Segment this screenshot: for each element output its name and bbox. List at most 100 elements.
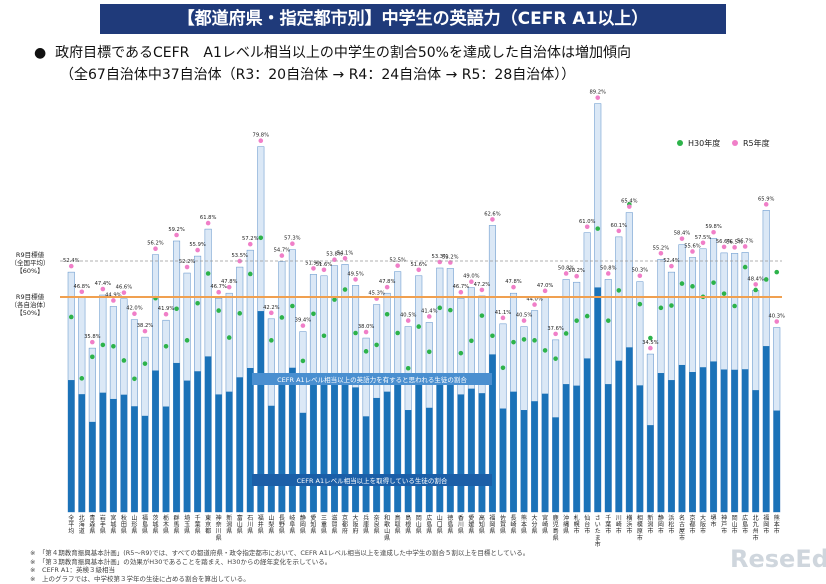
category-label: 愛知県 bbox=[310, 514, 316, 535]
bar-acquired bbox=[626, 347, 633, 512]
value-label: 65.9% bbox=[758, 196, 775, 202]
bar-acquired bbox=[531, 401, 538, 512]
value-label: 44.9% bbox=[105, 292, 122, 298]
category-label: 埼玉県 bbox=[184, 514, 190, 535]
value-label: 50.3% bbox=[632, 268, 649, 274]
r5-point bbox=[605, 271, 611, 276]
r5-point bbox=[700, 240, 706, 246]
category-label: 山形県 bbox=[131, 514, 137, 535]
bar-acquired bbox=[436, 377, 444, 512]
r5-point bbox=[237, 258, 243, 264]
h30-point bbox=[290, 303, 295, 309]
bar-acquired bbox=[215, 394, 222, 512]
value-label: 38.2% bbox=[137, 323, 154, 329]
category-label: さいたま市 bbox=[595, 515, 601, 548]
category-label: 奈良県 bbox=[374, 514, 380, 535]
h30-point bbox=[511, 339, 516, 345]
r5-point bbox=[174, 232, 179, 238]
bar-acquired bbox=[541, 393, 549, 512]
category-label: 青森県 bbox=[89, 514, 95, 535]
h30-point bbox=[311, 311, 316, 317]
h30-point bbox=[448, 307, 453, 313]
bar-acquired bbox=[731, 369, 738, 512]
bar-acquired bbox=[689, 372, 696, 512]
value-label: 47.4% bbox=[95, 281, 112, 287]
r5-point bbox=[721, 244, 727, 250]
target-60-label-3: 【60%】 bbox=[16, 267, 43, 275]
legend-h30-dot bbox=[677, 140, 683, 146]
bar-acquired bbox=[204, 356, 212, 512]
h30-point bbox=[300, 358, 306, 364]
bar-acquired bbox=[320, 382, 328, 512]
value-label: 56.2% bbox=[147, 241, 164, 247]
h30-point bbox=[605, 318, 611, 323]
subtitle-line-2: （全67自治体中37自治体（R3：20自治体 → R4：24自治体 → R5：2… bbox=[60, 67, 576, 83]
r5-point bbox=[132, 311, 137, 317]
value-label: 39.4% bbox=[295, 318, 312, 324]
category-label: 長崎県 bbox=[510, 515, 516, 535]
legend-r5-dot bbox=[732, 140, 738, 146]
category-label: 和歌山県 bbox=[384, 514, 390, 542]
value-label: 59.8% bbox=[705, 224, 722, 230]
value-label: 42.0% bbox=[126, 306, 143, 312]
target-60-label-2: （全国平均） bbox=[11, 258, 50, 267]
r5-point bbox=[142, 328, 148, 334]
footnote-2: ※ 「第３期教育振興基本計画」の効果がH30であることを踏まえ、H30からの経年… bbox=[30, 557, 332, 566]
category-label: 大阪市 bbox=[700, 514, 706, 535]
h30-point bbox=[216, 308, 221, 313]
h30-point bbox=[679, 281, 685, 286]
r5-point bbox=[563, 271, 569, 276]
category-label: 名古屋市 bbox=[679, 514, 685, 542]
page-title: 【都道府県・指定都市別】中学生の英語力（CEFR A1以上） bbox=[100, 4, 726, 34]
h30-point bbox=[574, 318, 579, 323]
value-label: 52.2% bbox=[179, 259, 196, 265]
bar-acquired bbox=[152, 370, 159, 512]
category-label: 全平均 bbox=[68, 514, 74, 535]
r5-point bbox=[574, 273, 579, 279]
bar-acquired bbox=[699, 367, 707, 512]
category-label: 香川県 bbox=[458, 514, 464, 535]
category-label: 大阪府 bbox=[353, 514, 359, 535]
r5-point bbox=[300, 323, 306, 328]
bar-acquired bbox=[173, 362, 180, 512]
bar-acquired bbox=[194, 371, 201, 512]
category-label: 岩手県 bbox=[100, 514, 106, 535]
category-label: 浜松市 bbox=[668, 514, 674, 535]
h30-point bbox=[426, 349, 432, 355]
r5-point bbox=[753, 282, 758, 287]
value-label: 54.1% bbox=[337, 250, 354, 256]
category-label: 徳島県 bbox=[447, 514, 453, 535]
value-label: 54.7% bbox=[274, 248, 291, 254]
value-label: 35.8% bbox=[84, 334, 101, 340]
value-label: 40.3% bbox=[768, 314, 785, 320]
bar-acquired bbox=[247, 367, 254, 512]
value-label: 55.2% bbox=[653, 245, 670, 251]
h30-point bbox=[163, 343, 169, 349]
bar-acquired bbox=[257, 311, 265, 512]
bar-acquired bbox=[99, 392, 107, 512]
value-label: 38.0% bbox=[358, 324, 375, 330]
value-label: 46.8% bbox=[74, 284, 91, 290]
category-label: 相模原市 bbox=[637, 514, 643, 542]
bar-acquired bbox=[657, 373, 665, 512]
value-label: 57.2% bbox=[242, 236, 259, 242]
category-label: 長野県 bbox=[279, 515, 285, 535]
h30-point bbox=[247, 271, 253, 277]
annotation-upper-box bbox=[252, 373, 492, 385]
footnote-3: ※ CEFR A1：英検３級相当 bbox=[30, 566, 115, 574]
category-label: 兵庫県 bbox=[363, 514, 369, 535]
h30-point bbox=[332, 297, 337, 302]
bar-acquired bbox=[131, 406, 138, 512]
bar-acquired bbox=[447, 378, 454, 512]
bar-acquired bbox=[299, 412, 307, 512]
value-label: 37.6% bbox=[547, 326, 564, 332]
annotation-lower-text: CEFR A1レベル相当以上を取得している生徒の割合 bbox=[297, 476, 448, 485]
h30-point bbox=[384, 311, 390, 317]
value-label: 61.8% bbox=[200, 215, 217, 221]
dots-group bbox=[68, 95, 780, 382]
r5-point bbox=[258, 138, 264, 143]
h30-point bbox=[763, 277, 769, 282]
r5-point bbox=[226, 284, 232, 290]
h30-point bbox=[226, 335, 232, 340]
value-label: 60.1% bbox=[611, 223, 628, 229]
